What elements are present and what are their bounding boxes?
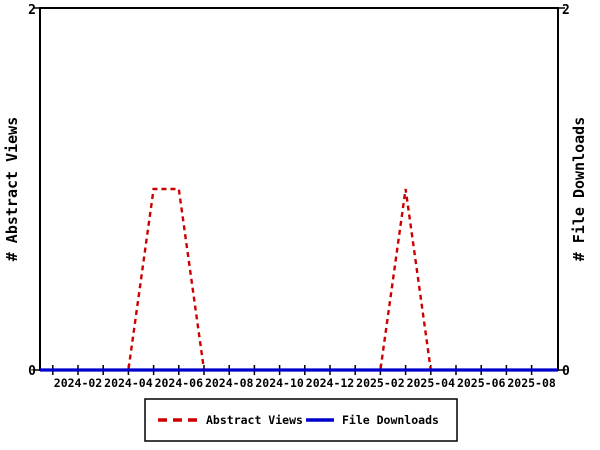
plot-content: 2024-02 2024-04 2024-06 2024-08 2024-10 2024-… — [33, 7, 565, 390]
x-tick-label: 2024-12 — [306, 376, 354, 390]
legend-box — [144, 398, 458, 442]
legend-label-abstract-views: Abstract Views — [206, 413, 303, 427]
right-axis-max-label: 2 — [562, 3, 570, 18]
x-tick-label: 2024-10 — [255, 376, 304, 390]
series-line-abstract-views — [40, 187, 558, 372]
x-tick-label: 2025-02 — [356, 376, 404, 390]
x-tick-label: 2025-04 — [407, 376, 456, 390]
x-tick-label: 2024-06 — [155, 376, 204, 390]
plot-frame — [39, 7, 559, 371]
x-tick-label: 2025-08 — [507, 376, 556, 390]
legend-label-file-downloads: File Downloads — [342, 413, 439, 427]
right-axis-min-label: 0 — [562, 364, 570, 379]
x-tick-label: 2024-04 — [104, 376, 153, 390]
left-axis-min-label: 0 — [28, 364, 36, 379]
left-axis-max-label: 2 — [28, 3, 36, 18]
x-tick-label: 2024-02 — [54, 376, 102, 390]
x-tick-label: 2024-08 — [205, 376, 254, 390]
y-axis-title-right: # File Downloads — [570, 117, 588, 262]
legend: Abstract Views File Downloads — [144, 398, 458, 442]
y-axis-title-left: # Abstract Views — [3, 117, 21, 262]
x-tick-label: 2025-06 — [457, 376, 506, 390]
